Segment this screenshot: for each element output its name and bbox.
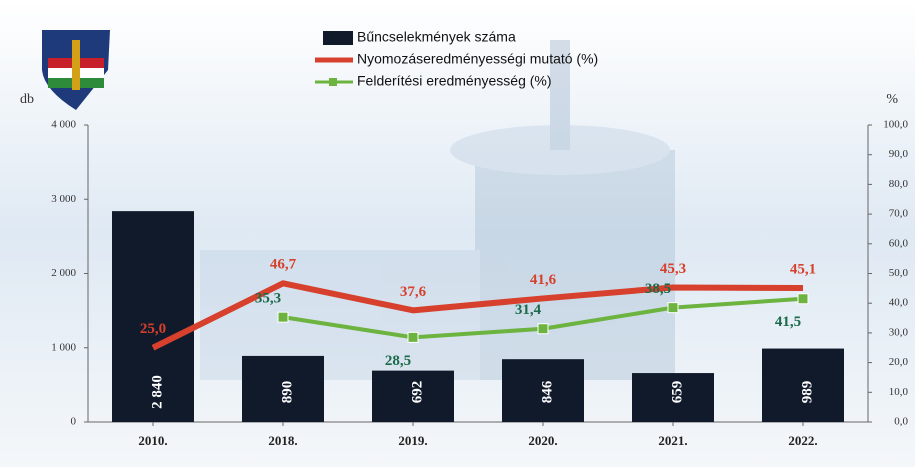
y2-tick-label: 40,0 bbox=[889, 297, 909, 309]
data-label: 38,5 bbox=[645, 281, 671, 297]
y2-tick-label: 10,0 bbox=[889, 386, 909, 398]
y2-tick-label: 80,0 bbox=[889, 178, 909, 190]
y-axis-title: db bbox=[20, 92, 34, 107]
marker bbox=[668, 303, 678, 313]
marker bbox=[538, 324, 548, 334]
y2-tick-label: 60,0 bbox=[889, 237, 909, 249]
bar-label: 890 bbox=[279, 381, 295, 404]
legend-marker bbox=[329, 78, 337, 86]
x-tick-label: 2022. bbox=[788, 433, 817, 448]
data-label: 37,6 bbox=[400, 284, 427, 300]
data-label: 31,4 bbox=[515, 302, 542, 318]
y-tick-label: 0 bbox=[71, 416, 77, 428]
marker bbox=[278, 312, 288, 322]
x-tick-label: 2019. bbox=[398, 433, 427, 448]
marker bbox=[798, 294, 808, 304]
bar-label: 692 bbox=[409, 381, 425, 404]
bar-label: 989 bbox=[799, 381, 815, 404]
data-label: 45,3 bbox=[660, 261, 686, 277]
legend-label: Bűncselekmények száma bbox=[357, 29, 516, 45]
y2-tick-label: 100,0 bbox=[883, 119, 908, 131]
bar-label: 659 bbox=[669, 381, 685, 404]
data-label: 35,3 bbox=[255, 291, 281, 307]
legend-swatch bbox=[323, 31, 353, 45]
legend-label: Nyomozáseredményességi mutató (%) bbox=[357, 51, 598, 67]
y-tick-label: 4 000 bbox=[51, 119, 76, 131]
y2-tick-label: 50,0 bbox=[889, 267, 909, 279]
bar-label: 2 840 bbox=[149, 375, 165, 409]
data-label: 41,6 bbox=[530, 272, 557, 288]
legend-label: Felderítési eredményesség (%) bbox=[357, 73, 552, 89]
chart: db % 0 1 000 2 000 3 000 4 000 0,0 10,0 20,0 30,… bbox=[0, 0, 915, 467]
data-label: 46,7 bbox=[270, 257, 297, 273]
bar-label: 846 bbox=[539, 380, 555, 403]
y2-tick-label: 30,0 bbox=[889, 326, 909, 338]
y-tick-label: 2 000 bbox=[51, 267, 76, 279]
x-tick-label: 2020. bbox=[528, 433, 557, 448]
x-tick-label: 2010. bbox=[138, 433, 167, 448]
y2-axis-title: % bbox=[886, 92, 898, 107]
x-tick-label: 2018. bbox=[268, 433, 297, 448]
y-tick-label: 3 000 bbox=[51, 193, 76, 205]
data-label: 45,1 bbox=[790, 261, 816, 277]
y2-tick-label: 90,0 bbox=[889, 148, 909, 160]
y2-tick-label: 70,0 bbox=[889, 208, 909, 220]
data-label: 28,5 bbox=[385, 353, 411, 369]
y2-tick-label: 0,0 bbox=[894, 416, 908, 428]
y-tick-label: 1 000 bbox=[51, 341, 76, 353]
data-label: 41,5 bbox=[775, 314, 801, 330]
data-label: 25,0 bbox=[140, 321, 166, 337]
y2-tick-label: 20,0 bbox=[889, 356, 909, 368]
marker bbox=[408, 332, 418, 342]
x-tick-label: 2021. bbox=[658, 433, 687, 448]
